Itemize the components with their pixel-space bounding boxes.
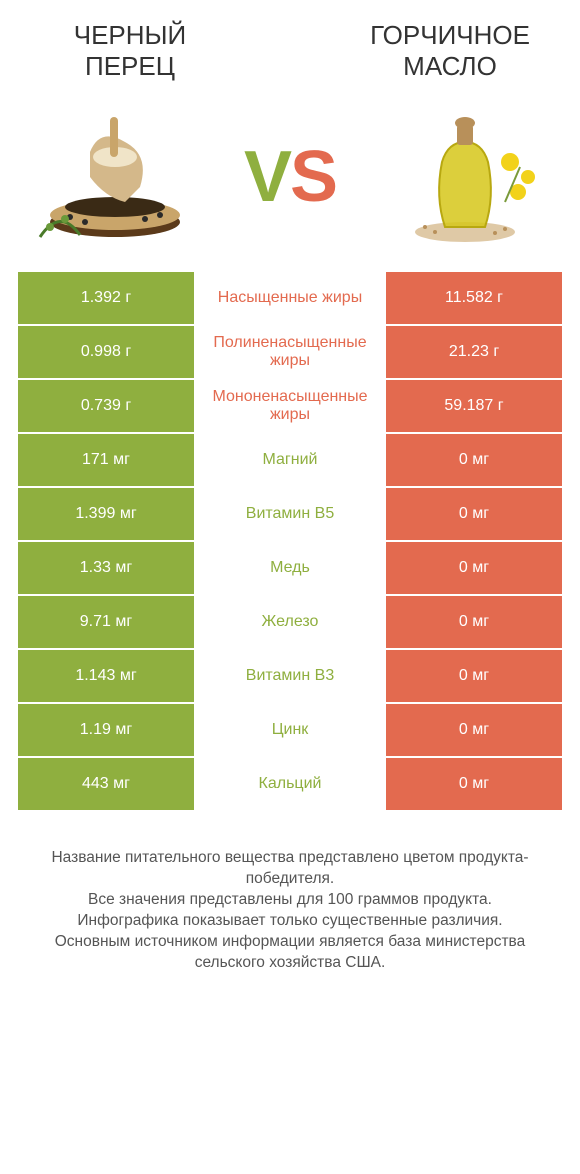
- right-value-cell: 0 мг: [386, 758, 562, 810]
- nutrient-label: Мононенасыщенные жиры: [194, 380, 386, 432]
- comparison-table: 1.392 гНасыщенные жиры11.582 г0.998 гПол…: [0, 272, 580, 812]
- vs-v-letter: V: [244, 137, 290, 217]
- header: ЧЕРНЫЙ ПЕРЕЦ ГОРЧИЧНОЕ МАСЛО: [0, 0, 580, 92]
- nutrient-label: Медь: [194, 542, 386, 594]
- left-value-cell: 443 мг: [18, 758, 194, 810]
- table-row: 1.19 мгЦинк0 мг: [18, 704, 562, 758]
- left-value-cell: 0.998 г: [18, 326, 194, 378]
- nutrient-label: Витамин B5: [194, 488, 386, 540]
- left-value-cell: 1.399 мг: [18, 488, 194, 540]
- left-value-cell: 0.739 г: [18, 380, 194, 432]
- right-value-cell: 0 мг: [386, 434, 562, 486]
- nutrient-label: Витамин B3: [194, 650, 386, 702]
- table-row: 1.399 мгВитамин B50 мг: [18, 488, 562, 542]
- right-product-title: ГОРЧИЧНОЕ МАСЛО: [350, 20, 550, 82]
- table-row: 1.33 мгМедь0 мг: [18, 542, 562, 596]
- nutrient-label: Насыщенные жиры: [194, 272, 386, 324]
- footer-line: Все значения представлены для 100 граммо…: [24, 890, 556, 911]
- right-value-cell: 0 мг: [386, 488, 562, 540]
- right-value-cell: 0 мг: [386, 650, 562, 702]
- nutrient-label: Магний: [194, 434, 386, 486]
- left-value-cell: 1.19 мг: [18, 704, 194, 756]
- nutrient-label: Железо: [194, 596, 386, 648]
- left-product-title: ЧЕРНЫЙ ПЕРЕЦ: [30, 20, 230, 82]
- images-row: VS: [0, 92, 580, 272]
- nutrient-label: Кальций: [194, 758, 386, 810]
- footer-line: Название питательного вещества представл…: [24, 848, 556, 890]
- left-value-cell: 9.71 мг: [18, 596, 194, 648]
- vs-label: VS: [244, 136, 336, 218]
- left-value-cell: 1.33 мг: [18, 542, 194, 594]
- left-value-cell: 171 мг: [18, 434, 194, 486]
- vs-s-letter: S: [290, 137, 336, 217]
- right-value-cell: 0 мг: [386, 704, 562, 756]
- footer-line: Инфографика показывает только существенн…: [24, 911, 556, 932]
- table-row: 171 мгМагний0 мг: [18, 434, 562, 488]
- footer-notes: Название питательного вещества представл…: [0, 812, 580, 974]
- table-row: 1.392 гНасыщенные жиры11.582 г: [18, 272, 562, 326]
- right-product-image: [380, 102, 550, 252]
- nutrient-label: Цинк: [194, 704, 386, 756]
- right-value-cell: 11.582 г: [386, 272, 562, 324]
- nutrient-label: Полиненасыщенные жиры: [194, 326, 386, 378]
- left-value-cell: 1.392 г: [18, 272, 194, 324]
- right-value-cell: 21.23 г: [386, 326, 562, 378]
- right-value-cell: 59.187 г: [386, 380, 562, 432]
- table-row: 443 мгКальций0 мг: [18, 758, 562, 812]
- table-row: 9.71 мгЖелезо0 мг: [18, 596, 562, 650]
- table-row: 0.739 гМононенасыщенные жиры59.187 г: [18, 380, 562, 434]
- left-product-image: [30, 102, 200, 252]
- table-row: 0.998 гПолиненасыщенные жиры21.23 г: [18, 326, 562, 380]
- footer-line: Основным источником информации является …: [24, 932, 556, 974]
- right-value-cell: 0 мг: [386, 596, 562, 648]
- table-row: 1.143 мгВитамин B30 мг: [18, 650, 562, 704]
- left-value-cell: 1.143 мг: [18, 650, 194, 702]
- right-value-cell: 0 мг: [386, 542, 562, 594]
